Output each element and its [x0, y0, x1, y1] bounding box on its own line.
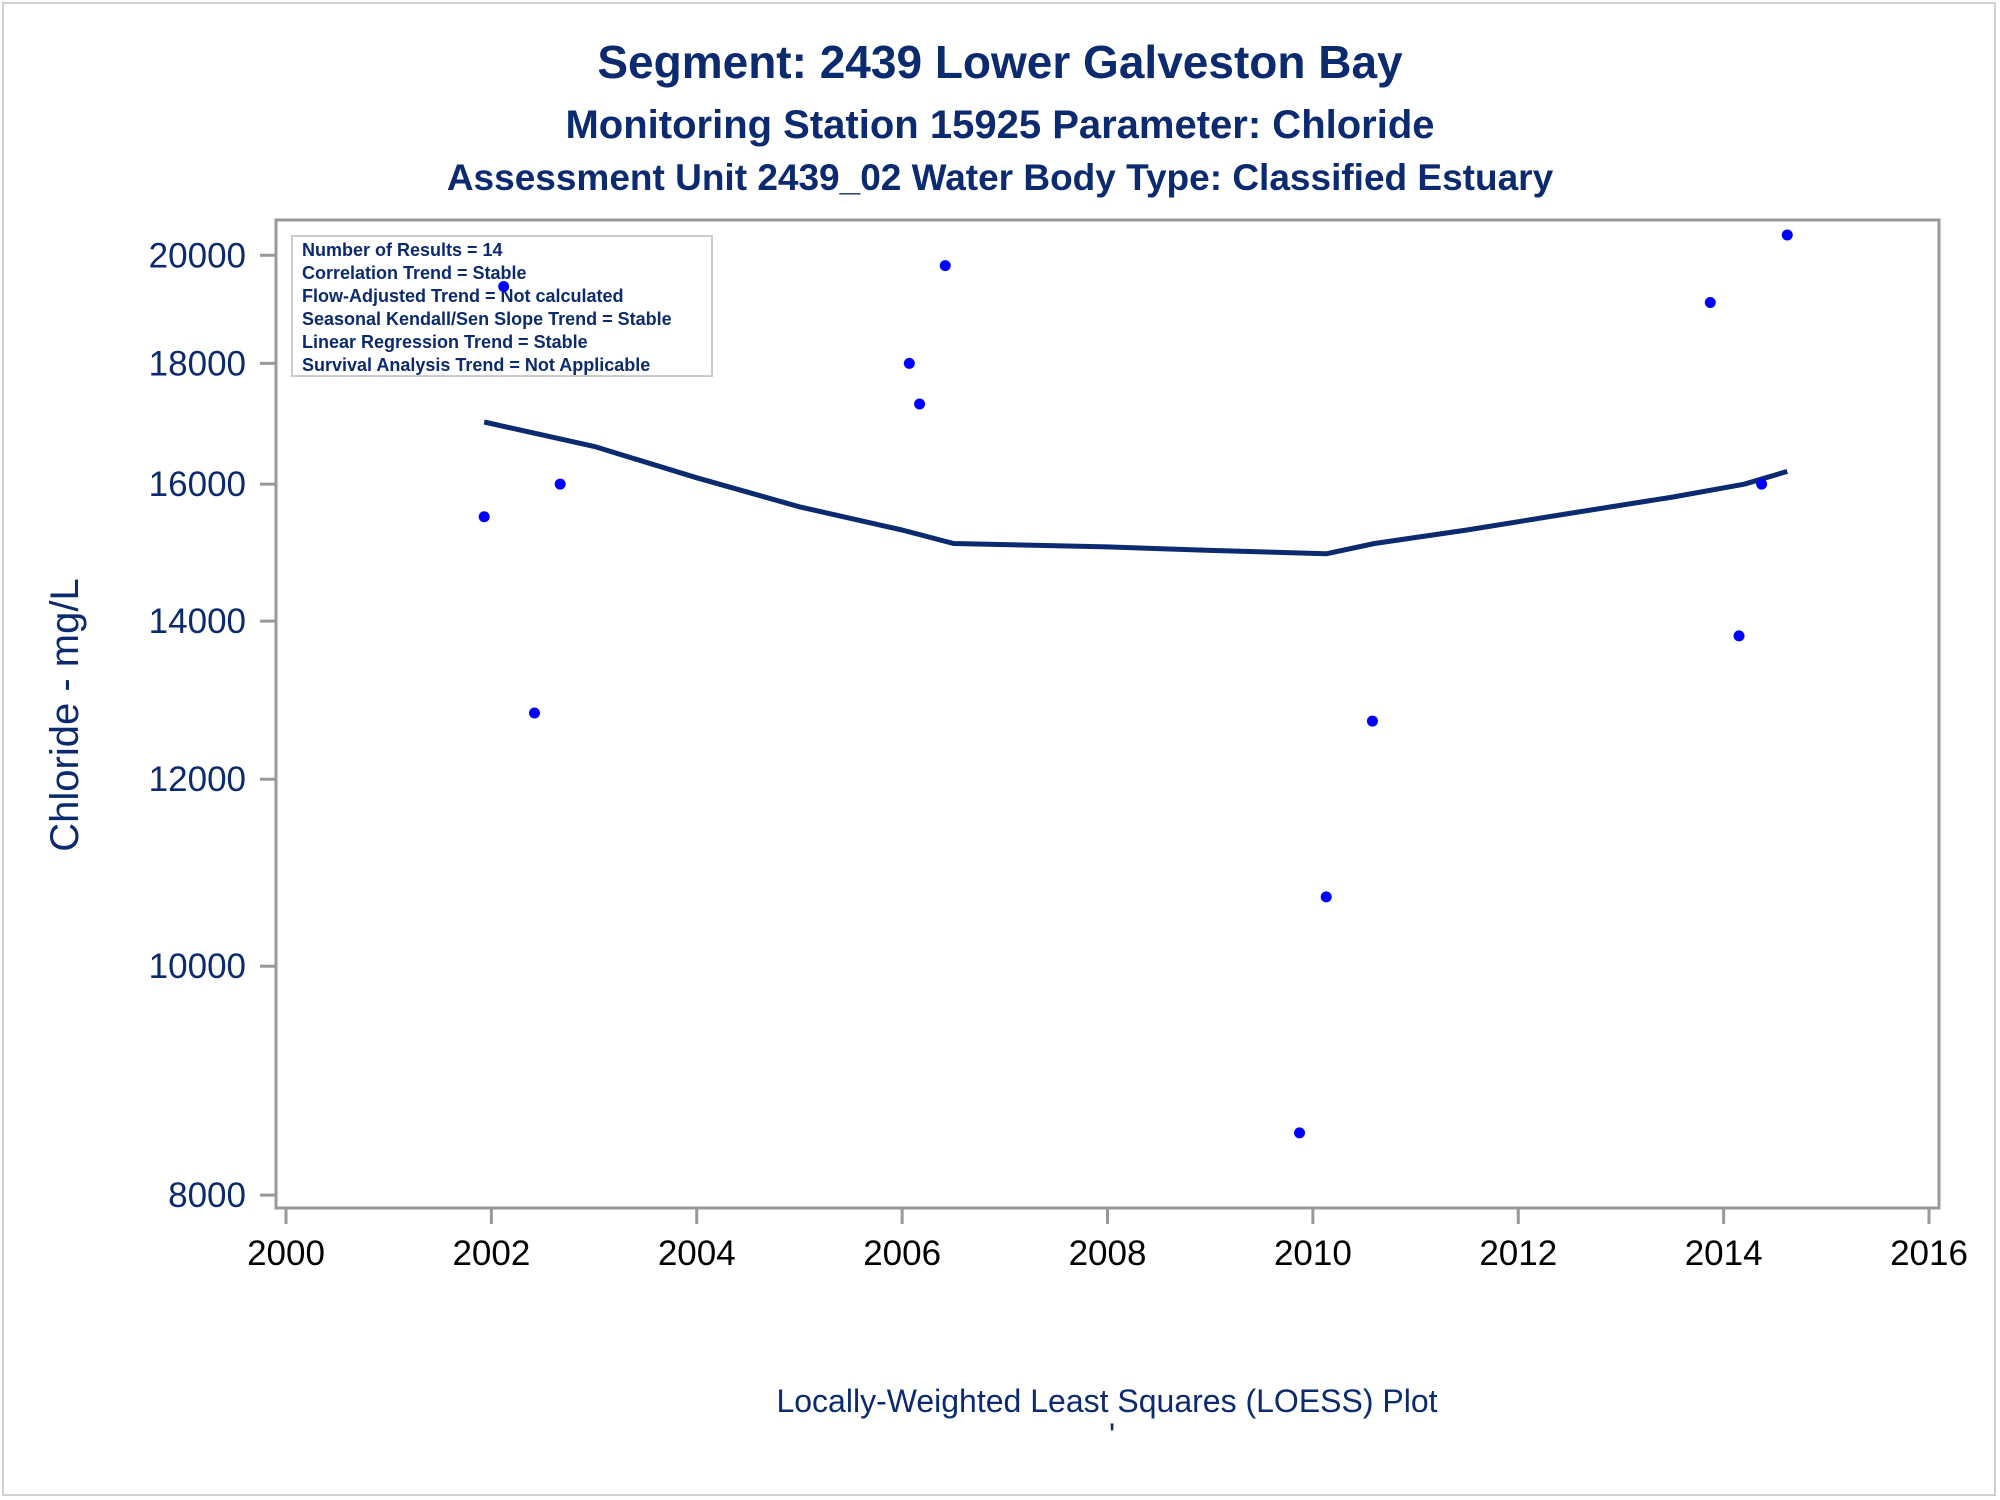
- y-tick-label: 8000: [168, 1176, 246, 1215]
- y-tick-label: 20000: [149, 236, 246, 275]
- data-point: [903, 357, 915, 369]
- data-point: [1781, 229, 1793, 241]
- x-tick-label: 2002: [452, 1234, 530, 1273]
- chart-title: Segment: 2439 Lower Galveston Bay: [597, 36, 1403, 88]
- data-point: [1320, 891, 1332, 903]
- footnote: Locally-Weighted Least Squares (LOESS) P…: [776, 1383, 1437, 1419]
- x-tick-label: 2006: [863, 1234, 941, 1273]
- legend-border: [291, 235, 713, 377]
- x-tick-label: 2008: [1069, 1234, 1147, 1273]
- legend-line-3: Flow-Adjusted Trend = Not calculated: [302, 286, 624, 306]
- x-axis: 2000 2002 2004 2006 2008 2010 2012 2014 2016: [247, 1208, 1968, 1273]
- data-point: [1704, 297, 1716, 309]
- y-tick-label: 16000: [149, 465, 246, 504]
- data-points: [478, 229, 1793, 1139]
- data-point: [554, 478, 566, 490]
- legend-line-1: Number of Results = 14: [302, 240, 503, 260]
- legend-line-4: Seasonal Kendall/Sen Slope Trend = Stabl…: [302, 309, 672, 329]
- data-point: [1366, 715, 1378, 727]
- data-point: [1294, 1127, 1306, 1139]
- x-tick-label: 2000: [247, 1234, 325, 1273]
- legend-line-5: Linear Regression Trend = Stable: [302, 332, 588, 352]
- chart-subtitle-2: Assessment Unit 2439_02 Water Body Type:…: [447, 157, 1554, 198]
- x-tick-label: 2010: [1274, 1234, 1352, 1273]
- y-tick-label: 10000: [149, 947, 246, 986]
- x-tick-label: 2012: [1479, 1234, 1557, 1273]
- data-point: [939, 260, 951, 272]
- data-point: [914, 398, 926, 410]
- data-point: [1756, 478, 1768, 490]
- x-tick-label: 2004: [658, 1234, 736, 1273]
- loess-line: [483, 419, 1789, 557]
- y-tick-label: 12000: [149, 760, 246, 799]
- x-tick-label: 2016: [1890, 1234, 1968, 1273]
- chart-subtitle: Monitoring Station 15925 Parameter: Chlo…: [565, 103, 1434, 147]
- footnote-mark: ': [1109, 1417, 1115, 1453]
- y-tick-label: 18000: [149, 344, 246, 383]
- legend-line-6: Survival Analysis Trend = Not Applicable: [302, 355, 650, 375]
- x-tick-label: 2014: [1685, 1234, 1763, 1273]
- data-point: [529, 707, 541, 719]
- data-point: [498, 281, 510, 293]
- y-axis-label: Chloride - mg/L: [43, 578, 87, 851]
- legend-line-2: Correlation Trend = Stable: [302, 263, 527, 283]
- data-point: [478, 511, 490, 523]
- data-point: [1733, 630, 1745, 642]
- y-tick-label: 14000: [149, 602, 246, 641]
- y-axis: 8000 10000 12000 14000 16000 18000 20000: [149, 236, 276, 1215]
- legend: Number of Results = 14 Correlation Trend…: [291, 235, 713, 377]
